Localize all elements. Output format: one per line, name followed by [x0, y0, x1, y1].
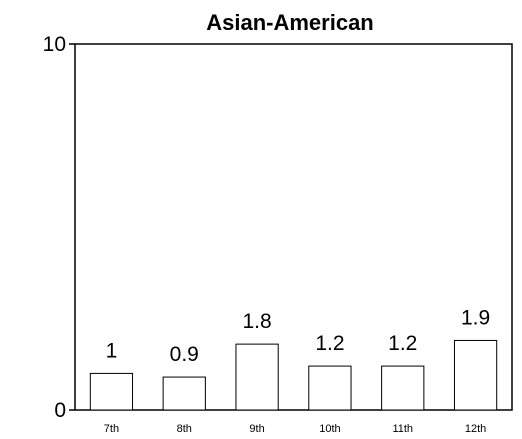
bars: [89, 339, 498, 411]
x-tick-label-7th: 7th: [104, 423, 119, 435]
x-tick-label-10th: 10th: [319, 423, 340, 435]
data-label-12th: 1.9: [461, 306, 490, 329]
x-tick-label-11th: 11th: [392, 423, 413, 435]
y-tick-label: 10: [43, 33, 66, 56]
x-tick-label-8th: 8th: [177, 423, 192, 435]
bar-12th: [453, 339, 498, 411]
bar-9th: [235, 343, 279, 411]
plot-area-frame: [74, 43, 513, 411]
bar-10th: [308, 365, 352, 411]
x-tick-label-12th: 12th: [465, 423, 486, 435]
data-label-11th: 1.2: [388, 332, 417, 355]
chart-title: Asian-American: [206, 10, 374, 35]
y-tick-label: 0: [54, 399, 66, 422]
data-label-9th: 1.8: [242, 310, 271, 333]
bar-8th: [162, 376, 206, 411]
data-label-10th: 1.2: [315, 332, 344, 355]
bar-11th: [381, 365, 425, 411]
x-axis: 7th 8th 9th 10th 11th 12th: [104, 423, 487, 435]
bar-7th: [89, 372, 134, 411]
y-axis: 0 10: [43, 33, 75, 422]
data-label-8th: 0.9: [170, 343, 199, 366]
data-label-7th: 1: [106, 339, 118, 362]
x-tick-label-9th: 9th: [249, 423, 264, 435]
data-labels: 1 0.9 1.8 1.2 1.2 1.9: [106, 306, 491, 366]
